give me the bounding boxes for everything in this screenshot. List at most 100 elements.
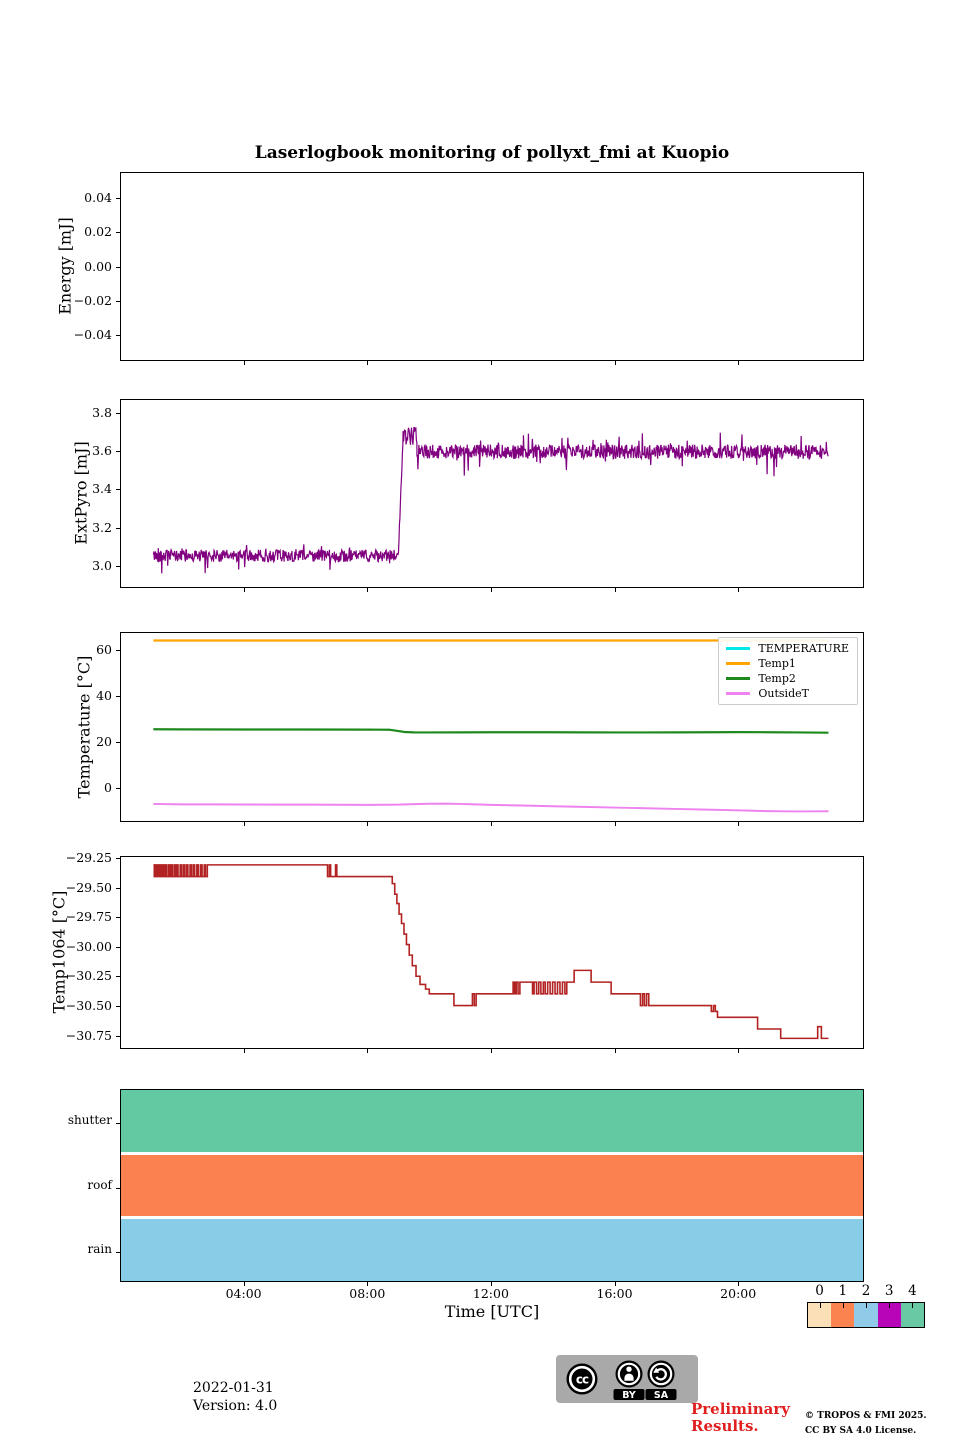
x-tick-label: 08:00 bbox=[349, 1286, 386, 1301]
plot-status bbox=[120, 1089, 864, 1282]
y-tick-label: 3.4 bbox=[92, 481, 112, 497]
colorbar-tick-label: 4 bbox=[908, 1283, 917, 1299]
y-tick-label: 40 bbox=[96, 687, 112, 703]
figure-date: 2022-01-31 bbox=[193, 1380, 274, 1396]
colorbar-tick-mark bbox=[842, 1303, 844, 1308]
figure-title: Laserlogbook monitoring of pollyxt_fmi a… bbox=[254, 143, 730, 163]
legend-label: Temp1 bbox=[758, 657, 796, 670]
colorbar-tick-mark bbox=[866, 1303, 867, 1308]
y-tick-mark bbox=[116, 1122, 120, 1124]
cc-logo-icon: cc bbox=[566, 1363, 598, 1395]
colorbar-tick-mark bbox=[819, 1303, 821, 1308]
colorbar-tick-label: 3 bbox=[884, 1283, 894, 1299]
y-tick-mark bbox=[116, 976, 120, 978]
x-tick-mark bbox=[243, 588, 245, 592]
status-category-label: rain bbox=[87, 1242, 112, 1257]
series-ExtPyro bbox=[152, 426, 829, 574]
legend-swatch bbox=[726, 692, 751, 695]
x-tick-mark bbox=[243, 822, 245, 826]
legend-swatch bbox=[726, 662, 751, 665]
x-tick-mark bbox=[367, 822, 369, 826]
y-tick-mark bbox=[116, 695, 120, 697]
y-tick-mark bbox=[116, 1252, 120, 1254]
y-tick-label: −30.00 bbox=[65, 938, 112, 954]
colorbar-segment-2 bbox=[854, 1303, 878, 1327]
y-tick-mark bbox=[116, 917, 120, 919]
y-tick-mark bbox=[116, 649, 120, 651]
copyright-note: © TROPOS & FMI 2025. CC BY SA 4.0 Licens… bbox=[805, 1409, 927, 1439]
colorbar-segment-3 bbox=[877, 1303, 901, 1327]
y-tick-mark bbox=[116, 266, 120, 268]
x-tick-mark bbox=[738, 822, 740, 826]
y-tick-mark bbox=[116, 887, 120, 889]
cc-sa-label: SA bbox=[654, 1390, 669, 1401]
y-tick-label: 20 bbox=[96, 733, 112, 749]
cc-by-sa-badge: cc BY SA bbox=[556, 1355, 698, 1403]
y-tick-label: 0.00 bbox=[84, 258, 112, 274]
series-Temp1064 bbox=[153, 864, 829, 1040]
y-tick-mark bbox=[116, 858, 120, 859]
colorbar-tick-mark bbox=[912, 1303, 914, 1308]
y-tick-mark bbox=[116, 527, 120, 529]
x-tick-mark bbox=[738, 1282, 740, 1286]
y-tick-label: 0.02 bbox=[84, 224, 112, 240]
x-tick-mark bbox=[243, 1282, 245, 1286]
x-tick-label: 20:00 bbox=[720, 1286, 757, 1301]
y-tick-mark bbox=[116, 1187, 120, 1189]
cc-by-plate bbox=[613, 1389, 645, 1400]
x-tick-mark bbox=[367, 361, 369, 365]
x-tick-mark bbox=[738, 1049, 740, 1053]
legend-label: TEMPERATURE bbox=[758, 642, 849, 655]
status-bar-shutter bbox=[121, 1090, 863, 1152]
cc-sa-plate bbox=[645, 1389, 677, 1400]
x-tick-label: 12:00 bbox=[472, 1286, 509, 1301]
y-tick-mark bbox=[116, 489, 120, 491]
x-tick-mark bbox=[243, 1049, 245, 1053]
plot-temperature: TEMPERATURE Temp1 Temp2 OutsideT bbox=[120, 632, 864, 822]
status-colorbar bbox=[807, 1302, 925, 1328]
y-tick-mark bbox=[116, 412, 120, 414]
temp1064-chart-canvas bbox=[153, 864, 829, 1040]
y-tick-label: 3.2 bbox=[92, 519, 112, 535]
figure-version: Version: 4.0 bbox=[193, 1397, 278, 1414]
y-tick-label: −30.25 bbox=[65, 968, 112, 984]
x-tick-mark bbox=[614, 588, 616, 592]
x-tick-mark bbox=[738, 588, 740, 592]
series-Temp2 bbox=[153, 728, 829, 734]
status-bar-roof bbox=[121, 1154, 863, 1217]
y-tick-label: −29.75 bbox=[65, 909, 112, 925]
colorbar-tick-label: 0 bbox=[815, 1283, 824, 1299]
legend-entry-OutsideT: OutsideT bbox=[726, 686, 849, 701]
legend-entry-Temp2: Temp2 bbox=[726, 671, 849, 686]
x-tick-label: 16:00 bbox=[596, 1286, 633, 1301]
status-category-label: shutter bbox=[67, 1112, 112, 1127]
y-tick-mark bbox=[116, 1006, 120, 1008]
x-tick-label: 04:00 bbox=[225, 1286, 262, 1301]
x-tick-mark bbox=[243, 361, 245, 365]
y-tick-label: 60 bbox=[96, 641, 112, 657]
colorbar-tick-mark bbox=[889, 1303, 891, 1308]
x-tick-mark bbox=[367, 1049, 369, 1053]
y-tick-mark bbox=[116, 1035, 120, 1037]
cc-by-label: BY bbox=[622, 1390, 636, 1401]
y-tick-label: −0.02 bbox=[73, 292, 112, 308]
colorbar-segment-4 bbox=[900, 1303, 925, 1327]
temperature-axis-label: Temperature [°C] bbox=[74, 655, 94, 799]
cc-by-person-icon bbox=[615, 1360, 643, 1388]
y-tick-label: −29.25 bbox=[65, 850, 112, 865]
x-tick-mark bbox=[490, 1049, 492, 1053]
temperature-legend: TEMPERATURE Temp1 Temp2 OutsideT bbox=[718, 637, 858, 705]
legend-label: Temp2 bbox=[758, 672, 796, 685]
svg-text:cc: cc bbox=[576, 1373, 589, 1387]
y-tick-label: 3.8 bbox=[92, 404, 112, 420]
x-tick-mark bbox=[490, 361, 492, 365]
temperature-chart-canvas bbox=[153, 639, 829, 813]
x-tick-mark bbox=[367, 1282, 369, 1286]
y-tick-mark bbox=[116, 451, 120, 453]
y-tick-mark bbox=[116, 334, 120, 336]
cc-sa-arrow-icon bbox=[647, 1360, 675, 1388]
y-tick-mark bbox=[116, 300, 120, 302]
plot-temp1064 bbox=[120, 856, 864, 1049]
y-tick-label: −30.75 bbox=[65, 1027, 112, 1043]
